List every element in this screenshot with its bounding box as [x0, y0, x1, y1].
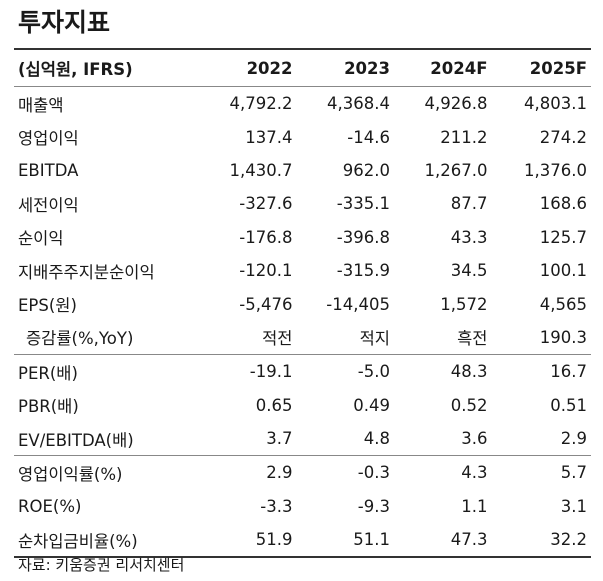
row-value: -14.6: [347, 127, 390, 147]
row-value: 4,792.2: [229, 94, 293, 114]
table-body: 매출액 4,792.2 4,368.4 4,926.8 4,803.1 영업이익 137.4…: [14, 87, 591, 556]
table-row: 순차입금비율(%) 51.9 51.1 47.3 32.2: [14, 523, 591, 556]
table-header-row: (십억원, IFRS) 2022 2023 2024F 2025F: [14, 50, 591, 86]
row-value: 0.51: [550, 395, 587, 415]
table-row: 세전이익 -327.6 -335.1 87.7 168.6: [14, 187, 591, 220]
row-value: 5.7: [560, 463, 587, 483]
page-title: 투자지표: [18, 8, 111, 37]
row-label: EBITDA: [18, 160, 79, 180]
row-value: 43.3: [450, 227, 488, 247]
year-header: 2025F: [529, 58, 587, 78]
row-value: -5.0: [357, 362, 390, 382]
table-row: EV/EBITDA(배) 3.7 4.8 3.6 2.9: [14, 422, 591, 455]
row-value: 137.4: [245, 127, 293, 147]
table-row: 순이익 -176.8 -396.8 43.3 125.7: [14, 221, 591, 254]
row-value: 274.2: [539, 127, 587, 147]
row-label: 매출액: [18, 95, 64, 115]
row-value: 1,572: [440, 294, 488, 314]
unit-label: (십억원, IFRS): [18, 60, 133, 79]
row-value: -335.1: [336, 194, 390, 214]
row-label: PER(배): [18, 363, 78, 383]
row-value: 48.3: [450, 362, 488, 382]
row-value: 87.7: [450, 194, 488, 214]
row-value: 4,926.8: [424, 94, 488, 114]
row-value: 16.7: [550, 362, 587, 382]
row-value: 1,430.7: [229, 160, 293, 180]
row-value: 0.52: [450, 395, 488, 415]
row-label: 지배주주지분순이익: [18, 262, 155, 282]
table-row: 영업이익 137.4 -14.6 211.2 274.2: [14, 120, 591, 153]
row-value: 4,565: [539, 294, 587, 314]
row-value: -3.3: [260, 496, 293, 516]
row-label: EPS(원): [18, 296, 77, 316]
row-label: 순이익: [18, 229, 64, 249]
row-value: 1,267.0: [424, 160, 488, 180]
row-value: -315.9: [336, 261, 390, 281]
table-row: PER(배) -19.1 -5.0 48.3 16.7: [14, 355, 591, 388]
row-value: -327.6: [239, 194, 293, 214]
row-value: -176.8: [239, 227, 293, 247]
header-rule: [14, 86, 591, 87]
row-value: 흑전: [457, 329, 488, 349]
row-value: 적전: [262, 329, 293, 349]
year-header: 2022: [246, 58, 293, 78]
row-value: 3.6: [461, 429, 488, 449]
table-row: 증감률(%,YoY) 적전 적지 흑전 190.3: [14, 321, 591, 354]
row-label: 순차입금비율(%): [18, 531, 138, 551]
row-value: 51.1: [353, 530, 390, 550]
row-value: 4.3: [461, 463, 488, 483]
row-value: -120.1: [239, 261, 293, 281]
row-value: 4,803.1: [524, 94, 587, 114]
row-value: 적지: [359, 329, 390, 349]
row-value: 1.1: [461, 496, 488, 516]
table-row: 영업이익률(%) 2.9 -0.3 4.3 5.7: [14, 456, 591, 489]
row-value: -14,405: [326, 294, 390, 314]
table-row: EPS(원) -5,476 -14,405 1,572 4,565: [14, 287, 591, 320]
bottom-rule: [14, 556, 591, 559]
row-value: 51.9: [255, 530, 293, 550]
row-value: -0.3: [357, 463, 390, 483]
top-rule: [14, 48, 591, 50]
row-value: -19.1: [249, 362, 293, 382]
row-label: 영업이익: [18, 129, 79, 149]
year-header: 2024F: [430, 58, 488, 78]
row-label: 영업이익률(%): [18, 464, 123, 484]
row-value: 0.49: [353, 395, 390, 415]
year-header: 2023: [344, 58, 390, 78]
row-value: 4,368.4: [327, 94, 390, 114]
row-label: 세전이익: [18, 195, 79, 215]
row-label: ROE(%): [18, 496, 82, 516]
row-value: 0.65: [255, 395, 293, 415]
table-row: 지배주주지분순이익 -120.1 -315.9 34.5 100.1: [14, 254, 591, 287]
row-value: 2.9: [266, 463, 293, 483]
row-value: 34.5: [450, 261, 488, 281]
row-label: 증감률(%,YoY): [26, 329, 134, 349]
row-label: PBR(배): [18, 397, 79, 417]
row-label: EV/EBITDA(배): [18, 430, 134, 450]
row-value: 168.6: [539, 194, 587, 214]
row-value: -396.8: [336, 227, 390, 247]
table-row: 매출액 4,792.2 4,368.4 4,926.8 4,803.1: [14, 87, 591, 120]
table-row: ROE(%) -3.3 -9.3 1.1 3.1: [14, 490, 591, 523]
table-row: PBR(배) 0.65 0.49 0.52 0.51: [14, 389, 591, 422]
row-value: 211.2: [440, 127, 488, 147]
table-row: EBITDA 1,430.7 962.0 1,267.0 1,376.0: [14, 154, 591, 187]
row-value: 2.9: [560, 429, 587, 449]
row-value: 47.3: [450, 530, 488, 550]
row-value: 3.7: [266, 429, 293, 449]
row-value: 125.7: [539, 227, 587, 247]
group-divider: [14, 354, 591, 356]
investment-indicators-table: (십억원, IFRS) 2022 2023 2024F 2025F 매출액 4,7…: [14, 48, 591, 559]
row-value: 190.3: [539, 327, 587, 347]
source-note: 자료: 키움증권 리서치센터: [18, 556, 185, 574]
row-value: 4.8: [363, 429, 390, 449]
row-value: 1,376.0: [524, 160, 587, 180]
row-value: 100.1: [539, 261, 587, 281]
row-value: 962.0: [342, 160, 390, 180]
row-value: 3.1: [560, 496, 587, 516]
row-value: -9.3: [357, 496, 390, 516]
row-value: -5,476: [239, 294, 293, 314]
group-divider: [14, 455, 591, 457]
row-value: 32.2: [550, 530, 587, 550]
